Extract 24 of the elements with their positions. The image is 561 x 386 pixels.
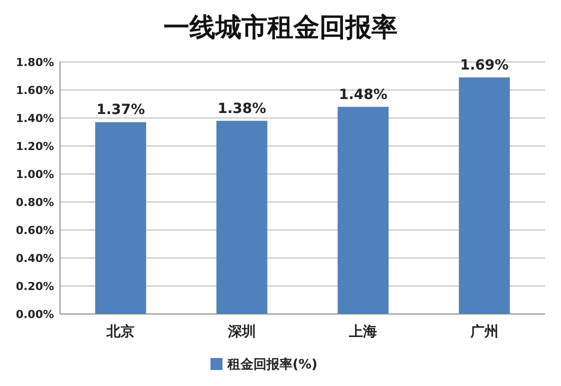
y-tick-label: 1.40% xyxy=(16,112,54,125)
y-tick-label: 0.00% xyxy=(16,308,54,321)
x-tick-label: 北京 xyxy=(106,323,135,340)
x-tick-label: 深圳 xyxy=(226,324,256,340)
bar xyxy=(216,120,268,314)
bar xyxy=(338,106,389,314)
y-tick-label: 0.20% xyxy=(16,280,54,293)
data-label: 1.48% xyxy=(338,86,388,103)
y-tick-label: 0.40% xyxy=(16,252,54,265)
x-tick-label: 广州 xyxy=(469,323,498,340)
y-tick-label: 0.60% xyxy=(16,224,54,237)
y-tick-label: 0.80% xyxy=(16,196,54,209)
y-tick-label: 1.20% xyxy=(16,140,54,153)
bar xyxy=(95,122,146,314)
data-label: 1.69% xyxy=(460,57,509,74)
x-tick-label: 上海 xyxy=(348,324,378,340)
y-tick-label: 1.60% xyxy=(16,84,54,97)
bar xyxy=(458,77,510,314)
data-label: 1.37% xyxy=(96,102,145,118)
y-tick-label: 1.80% xyxy=(16,56,54,69)
chart-title: 一线城市租金回报率 xyxy=(164,13,398,43)
data-label: 1.38% xyxy=(218,100,266,117)
legend-label: 租金回报率(%) xyxy=(226,356,318,373)
y-tick-label: 1.00% xyxy=(16,168,54,181)
